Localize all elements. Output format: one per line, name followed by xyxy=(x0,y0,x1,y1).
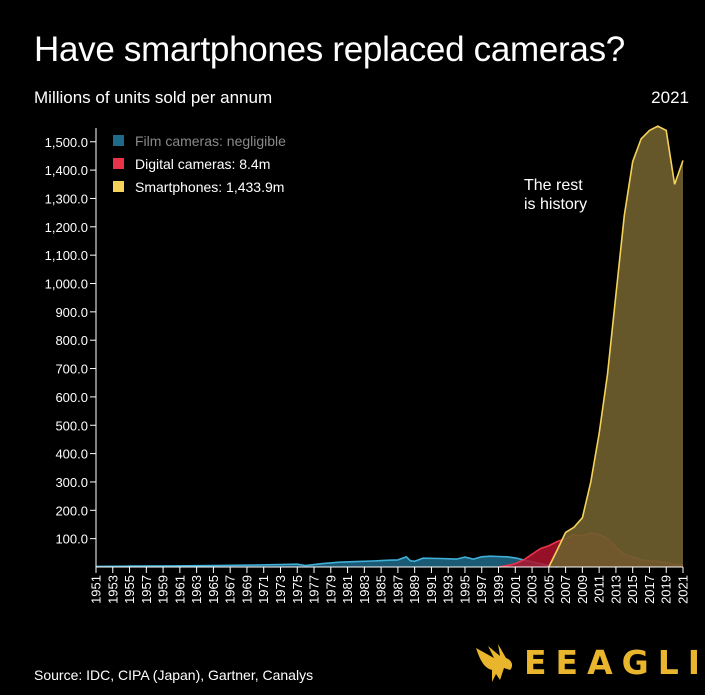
x-tick-label: 1971 xyxy=(256,575,271,604)
x-tick-label: 1987 xyxy=(390,575,405,604)
x-tick-label: 1973 xyxy=(273,575,288,604)
year-label: 2021 xyxy=(651,88,689,107)
y-tick-label: 1,100.0 xyxy=(45,248,88,263)
x-tick-label: 1993 xyxy=(441,575,456,604)
x-tick-label: 2013 xyxy=(608,575,623,604)
chart-axes: 100.0 200.0 300.0 400.0 500.0 600.0 700.0 800.0… xyxy=(45,128,691,604)
x-tick-label: 1975 xyxy=(290,575,305,604)
y-tick-label: 900.0 xyxy=(55,305,88,320)
x-tick-label: 2009 xyxy=(575,575,590,604)
y-tick-label: 500.0 xyxy=(55,418,88,433)
legend-label: Digital cameras: 8.4m xyxy=(135,156,270,172)
x-tick-label: 1957 xyxy=(139,575,154,604)
eagle-icon xyxy=(476,644,513,682)
x-tick-label: 2007 xyxy=(558,575,573,604)
y-tick-label: 400.0 xyxy=(55,447,88,462)
x-tick-label: 2015 xyxy=(625,575,640,604)
series-line-0 xyxy=(95,555,558,568)
x-tick-label: 1951 xyxy=(89,575,104,604)
legend-swatch xyxy=(113,158,124,169)
legend-label: Smartphones: 1,433.9m xyxy=(135,179,284,195)
x-tick-label: 1999 xyxy=(491,575,506,604)
x-tick-label: 1991 xyxy=(424,575,439,604)
x-tick-label: 2003 xyxy=(525,575,540,604)
annotation-line-1: The rest xyxy=(524,177,583,194)
x-tick-label: 1967 xyxy=(223,575,238,604)
legend-label: Film cameras: negligible xyxy=(135,133,286,149)
x-tick-label: 2021 xyxy=(676,575,691,604)
y-tick-label: 700.0 xyxy=(55,362,88,377)
x-tick-label: 2019 xyxy=(659,575,674,604)
series-line-2 xyxy=(548,125,684,568)
legend-swatch xyxy=(113,181,124,192)
x-tick-label: 1981 xyxy=(340,575,355,604)
legend-swatch xyxy=(113,135,124,146)
brand-logo: EEAGLI xyxy=(474,640,705,684)
series-area-2 xyxy=(548,126,683,567)
y-tick-label: 800.0 xyxy=(55,333,88,348)
page-title: Have smartphones replaced cameras? xyxy=(34,30,625,69)
x-tick-label: 1989 xyxy=(407,575,422,604)
x-tick-label: 2017 xyxy=(642,575,657,604)
x-tick-label: 1979 xyxy=(323,575,338,604)
area-chart: 100.0 200.0 300.0 400.0 500.0 600.0 700.0 800.0… xyxy=(45,125,691,604)
chart-areas xyxy=(95,125,684,568)
y-tick-label: 1,400.0 xyxy=(45,163,88,178)
y-tick-label: 600.0 xyxy=(55,390,88,405)
y-tick-label: 200.0 xyxy=(55,503,88,518)
x-tick-label: 1963 xyxy=(189,575,204,604)
x-tick-label: 1997 xyxy=(474,575,489,604)
y-tick-label: 1,500.0 xyxy=(45,135,88,150)
x-tick-label: 1985 xyxy=(374,575,389,604)
chart-subtitle: Millions of units sold per annum xyxy=(34,88,273,107)
x-tick-label: 1995 xyxy=(458,575,473,604)
annotation-line-2: is history xyxy=(524,196,587,213)
x-tick-label: 1977 xyxy=(307,575,322,604)
x-tick-label: 2005 xyxy=(541,575,556,604)
y-tick-label: 300.0 xyxy=(55,475,88,490)
x-tick-label: 2011 xyxy=(592,575,607,603)
x-tick-label: 2001 xyxy=(508,575,523,604)
chart-legend: Film cameras: negligible Digital cameras:… xyxy=(113,133,286,195)
x-tick-label: 1983 xyxy=(357,575,372,604)
y-tick-label: 1,000.0 xyxy=(45,277,88,292)
x-tick-label: 1961 xyxy=(172,575,187,604)
x-tick-label: 1969 xyxy=(239,575,254,604)
logo-text: EEAGLI xyxy=(524,642,705,682)
x-tick-label: 1953 xyxy=(105,575,120,604)
x-tick-label: 1965 xyxy=(206,575,221,604)
y-tick-label: 1,200.0 xyxy=(45,220,88,235)
source-note: Source: IDC, CIPA (Japan), Gartner, Cana… xyxy=(34,667,314,683)
x-tick-label: 1955 xyxy=(122,575,137,604)
y-tick-label: 100.0 xyxy=(55,532,88,547)
y-tick-label: 1,300.0 xyxy=(45,191,88,206)
x-tick-label: 1959 xyxy=(156,575,171,604)
